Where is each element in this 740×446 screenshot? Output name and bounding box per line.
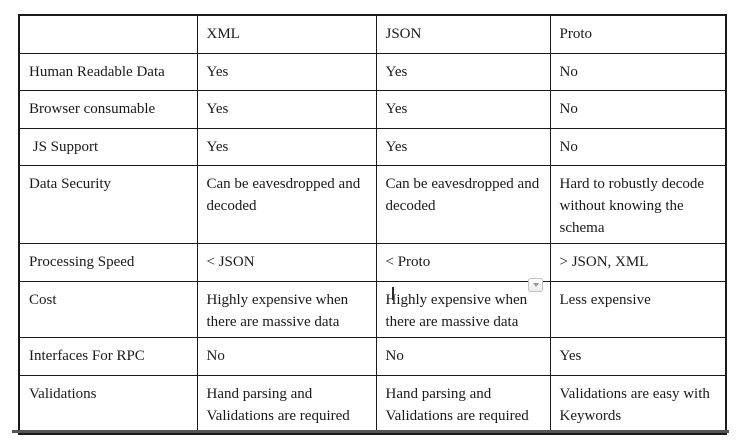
table-row: Interfaces For RPC No No Yes xyxy=(18,336,727,376)
table-cell[interactable]: Yes xyxy=(375,127,551,166)
chevron-down-icon xyxy=(532,283,539,287)
row-header[interactable]: Validations xyxy=(18,374,198,435)
column-header-xml[interactable]: XML xyxy=(196,14,377,54)
table-cell[interactable]: > JSON, XML xyxy=(549,242,727,282)
table-row: JS Support Yes Yes No xyxy=(18,127,727,166)
table-row: Data Security Can be eavesdropped and de… xyxy=(18,164,727,244)
row-header[interactable]: Data Security xyxy=(18,164,198,244)
row-header[interactable]: Processing Speed xyxy=(18,242,198,282)
table-cell[interactable]: Yes xyxy=(196,89,377,129)
table-row: Cost Highly expensive when there are mas… xyxy=(18,280,727,338)
format-comparison-table: XML JSON Proto Human Readable Data Yes Y… xyxy=(18,14,727,435)
table-cell[interactable]: Validations are easy with Keywords xyxy=(549,374,727,435)
table-cell[interactable]: Highly expensive when there are massive … xyxy=(196,280,377,338)
row-header[interactable]: Interfaces For RPC xyxy=(18,336,198,376)
table-cell[interactable]: No xyxy=(549,52,727,91)
table-cell[interactable]: No xyxy=(196,336,377,376)
table-cell[interactable]: < JSON xyxy=(196,242,377,282)
page-bottom-rule xyxy=(12,430,729,433)
table-cell[interactable]: Hard to robustly decode without knowing … xyxy=(549,164,727,244)
column-header-proto[interactable]: Proto xyxy=(549,14,727,54)
table-row: Validations Hand parsing and Validations… xyxy=(18,374,727,435)
table-header-row: XML JSON Proto xyxy=(18,14,727,54)
table-cell[interactable]: Yes xyxy=(375,89,551,129)
table-cell[interactable]: Hand parsing and Validations are require… xyxy=(375,374,551,435)
table-cell[interactable]: Can be eavesdropped and decoded xyxy=(375,164,551,244)
table-cell[interactable]: Yes xyxy=(196,52,377,91)
row-header[interactable]: Human Readable Data xyxy=(18,52,198,91)
table-row: Human Readable Data Yes Yes No xyxy=(18,52,727,91)
corner-cell[interactable] xyxy=(18,14,198,54)
text-cursor xyxy=(392,287,394,300)
table-cell[interactable]: Can be eavesdropped and decoded xyxy=(196,164,377,244)
table-cell[interactable]: Highly expensive when there are massive … xyxy=(375,280,551,338)
table-cell[interactable]: No xyxy=(549,127,727,166)
table-cell[interactable]: Less expensive xyxy=(549,280,727,338)
table-cell[interactable]: Yes xyxy=(375,52,551,91)
table-row: Processing Speed < JSON < Proto > JSON, … xyxy=(18,242,727,282)
table-row: Browser consumable Yes Yes No xyxy=(18,89,727,129)
table-dropdown-button[interactable] xyxy=(528,278,543,292)
table-cell[interactable]: No xyxy=(549,89,727,129)
table-cell[interactable]: No xyxy=(375,336,551,376)
table-cell[interactable]: Yes xyxy=(196,127,377,166)
table-cell[interactable]: Hand parsing and Validations are require… xyxy=(196,374,377,435)
table-cell[interactable]: < Proto xyxy=(375,242,551,282)
row-header[interactable]: JS Support xyxy=(18,127,198,166)
table-cell[interactable]: Yes xyxy=(549,336,727,376)
row-header[interactable]: Browser consumable xyxy=(18,89,198,129)
column-header-json[interactable]: JSON xyxy=(375,14,551,54)
row-header[interactable]: Cost xyxy=(18,280,198,338)
